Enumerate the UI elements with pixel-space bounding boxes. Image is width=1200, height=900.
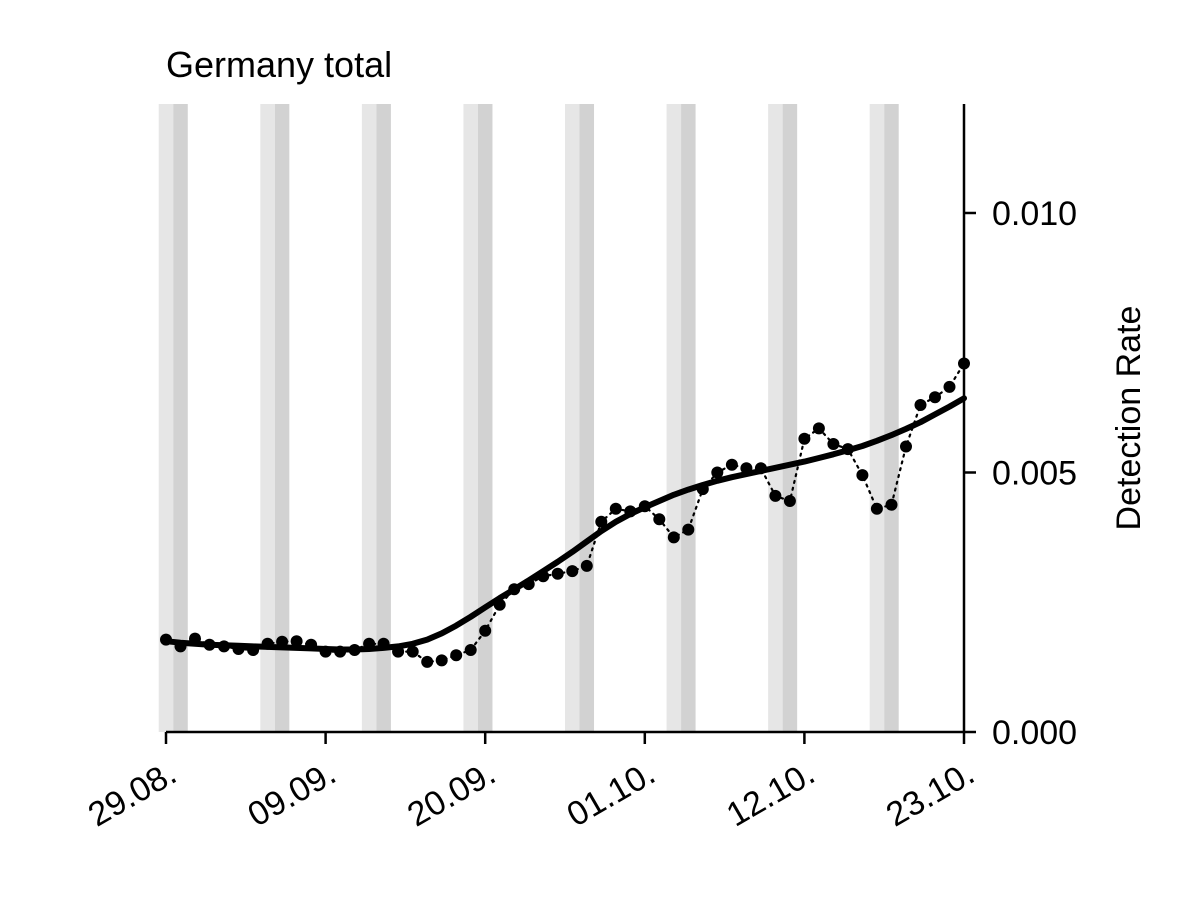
data-point [479, 624, 492, 637]
weekend-band-sat-7 [869, 104, 885, 732]
data-point [856, 469, 869, 482]
data-point [406, 645, 419, 658]
data-point [943, 380, 956, 393]
smooth-trend-line [163, 395, 967, 653]
weekend-band-sat-3 [463, 104, 478, 732]
data-point [870, 502, 883, 515]
data-point [914, 399, 927, 411]
x-tick-label: 12.10. [720, 754, 821, 834]
weekend-band-sun-2 [376, 104, 391, 732]
y-axis-label: Detection Rate [1110, 306, 1148, 531]
axes [166, 104, 966, 734]
data-point [798, 432, 811, 445]
y-tick-label: 0.005 [992, 454, 1077, 492]
data-point [929, 391, 941, 404]
y-tick-label: 0.000 [992, 714, 1077, 752]
weekend-band-sun-3 [477, 104, 493, 732]
data-point [783, 495, 796, 507]
data-point [827, 438, 840, 450]
data-point [667, 531, 680, 544]
weekend-band-sun-5 [681, 104, 696, 732]
data-point [769, 489, 782, 502]
weekend-band-sat-2 [361, 104, 377, 732]
weekend-band-sun-1 [274, 104, 290, 732]
data-point [435, 654, 448, 667]
data-point [566, 565, 579, 578]
data-point [595, 515, 608, 528]
data-point [290, 635, 303, 648]
data-point [725, 458, 738, 471]
weekend-bands [158, 104, 899, 732]
weekend-band-sun-4 [579, 104, 595, 732]
data-point [812, 422, 825, 435]
data-point [885, 498, 898, 511]
weekend-band-sat-6 [768, 104, 783, 732]
chart-title: Germany total [166, 44, 393, 85]
weekend-band-sat-5 [666, 104, 682, 732]
data-point [653, 513, 666, 526]
data-point [421, 655, 434, 668]
data-point [450, 649, 463, 662]
x-tick-label: 20.09. [401, 754, 502, 834]
weekend-band-sun-0 [173, 104, 188, 732]
data-point [580, 559, 593, 572]
y-ticks: 0.000 0.005 0.010 [964, 195, 1077, 752]
x-tick-label: 01.10. [561, 754, 662, 834]
x-tick-label: 29.08. [82, 754, 183, 834]
y-tick-label: 0.010 [992, 195, 1077, 233]
data-point [551, 567, 564, 580]
weekend-band-sun-7 [884, 104, 899, 732]
x-ticks: 29.08. 09.09. 20.09. 01.10. 12.10. 23.10. [82, 732, 981, 834]
data-point [464, 644, 477, 656]
weekend-band-sat-1 [260, 104, 275, 732]
data-point [682, 523, 695, 536]
data-point [711, 466, 724, 479]
data-point [609, 502, 622, 515]
data-point [900, 440, 912, 453]
weekend-band-sat-0 [158, 104, 174, 732]
x-tick-label: 09.09. [241, 754, 342, 834]
weekend-band-sat-4 [565, 104, 580, 732]
series-layer [160, 357, 970, 668]
weekend-band-sun-6 [782, 104, 798, 732]
x-tick-label: 23.10. [880, 754, 981, 834]
